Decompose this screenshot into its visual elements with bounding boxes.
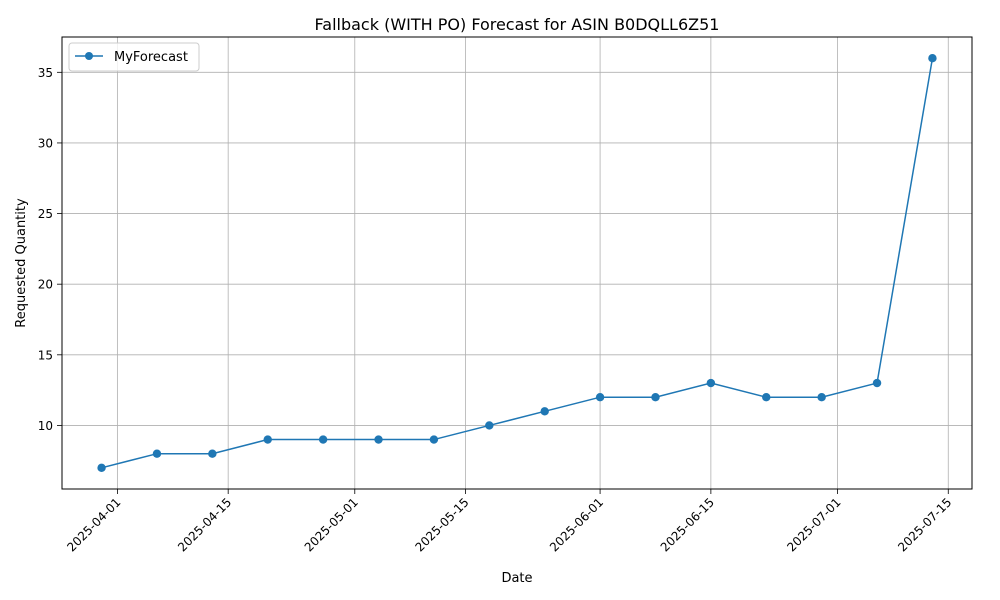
data-point	[872, 378, 882, 388]
series-line	[101, 58, 934, 469]
data-point	[817, 392, 826, 402]
y-tick-label: 25	[38, 207, 53, 221]
x-axis-label: Date	[501, 571, 532, 586]
x-tick-label: 2025-07-01	[784, 495, 843, 554]
data-point	[152, 449, 162, 458]
data-point	[318, 435, 328, 444]
x-tick-label: 2025-04-01	[64, 495, 123, 554]
data-point	[429, 435, 439, 444]
data-point	[928, 53, 937, 63]
legend: MyForecast	[68, 42, 200, 72]
x-tick-label: 2025-06-15	[658, 495, 717, 554]
y-axis: 10 15 20 25 30 35	[38, 66, 62, 433]
x-tick-label: 2025-06-01	[547, 495, 606, 554]
y-axis-label: Requested Quantity	[14, 198, 29, 328]
legend-box	[68, 42, 200, 72]
series-layer	[97, 53, 937, 473]
x-tick-label: 2025-04-15	[175, 495, 234, 554]
x-axis: 2025-04-01 2025-04-15 2025-05-01 2025-05-15…	[64, 489, 954, 554]
y-tick-label: 30	[38, 136, 53, 150]
legend-marker-swatch	[85, 52, 93, 60]
y-tick-label: 20	[38, 278, 53, 292]
data-point	[97, 463, 106, 473]
data-point	[208, 449, 217, 458]
data-point	[374, 435, 383, 444]
legend-label: MyForecast	[114, 50, 188, 65]
data-point	[263, 435, 272, 444]
data-point	[762, 392, 771, 402]
x-tick-label: 2025-05-15	[412, 495, 471, 554]
y-tick-label: 10	[38, 419, 53, 433]
data-point	[651, 392, 660, 402]
x-tick-label: 2025-05-01	[302, 495, 361, 554]
y-tick-label: 35	[38, 66, 53, 80]
data-point	[706, 378, 716, 388]
chart-title: Fallback (WITH PO) Forecast for ASIN B0D…	[315, 15, 720, 34]
data-point	[485, 421, 494, 430]
data-point	[540, 407, 549, 416]
plot-area-frame	[61, 36, 973, 490]
x-tick-label: 2025-07-15	[895, 495, 954, 554]
grid	[62, 37, 972, 489]
data-point	[595, 392, 605, 402]
y-tick-label: 15	[38, 348, 53, 362]
